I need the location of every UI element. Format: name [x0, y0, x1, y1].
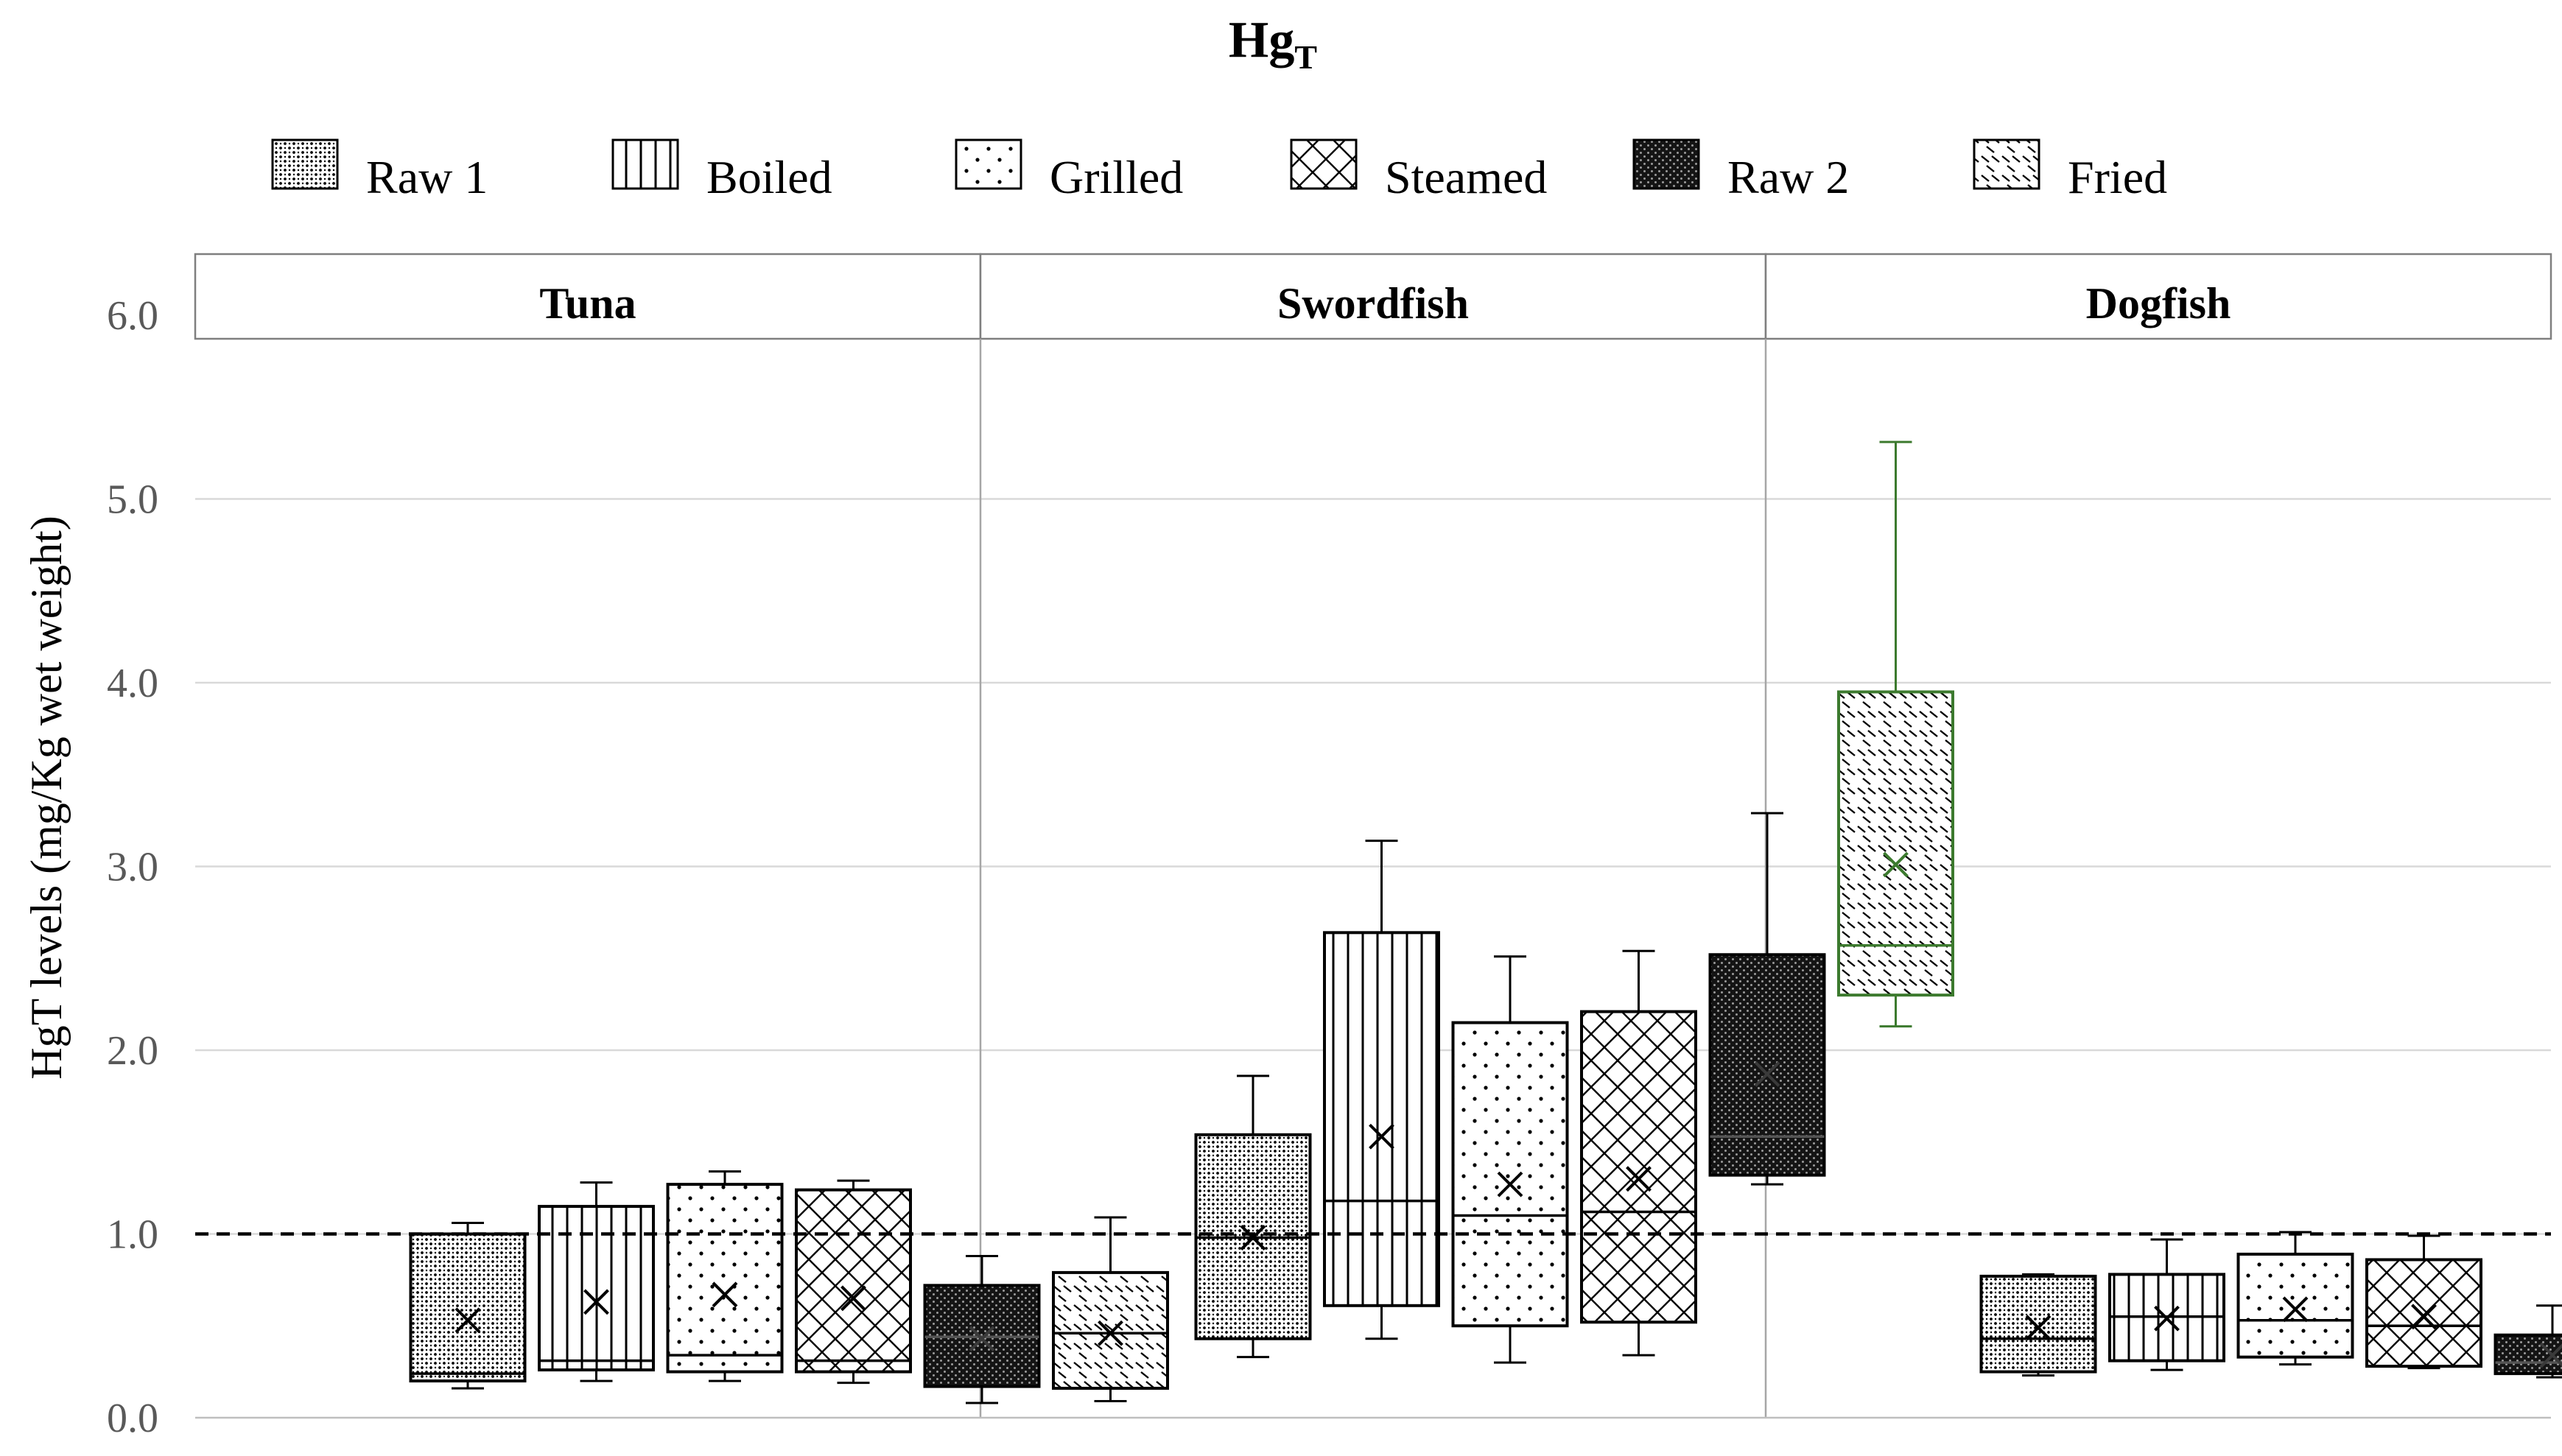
mean-marker: [1497, 1171, 1523, 1197]
box-body: [1979, 1274, 2097, 1374]
box-body: [1837, 690, 1954, 997]
y-tick-label: 2.0: [107, 1028, 158, 1074]
legend: Raw 1 Boiled Grilled Steamed Raw 2 Fried: [271, 138, 2167, 203]
panel-title-dogfish: Dogfish: [2086, 279, 2231, 328]
legend-swatch-boiled: [611, 138, 679, 190]
mean-marker: [1883, 851, 1909, 878]
y-tick-label: 1.0: [107, 1212, 158, 1258]
box-dogfish-boiled: [2108, 1238, 2225, 1371]
mean-marker: [583, 1289, 609, 1315]
legend-swatch-grilled: [955, 138, 1022, 190]
gridlines: [195, 498, 2551, 1235]
box-swordfish-boiled: [1323, 840, 1440, 1340]
box-body: [666, 1183, 784, 1374]
box-body: [1451, 1021, 1569, 1328]
box-swordfish-steamed: [1580, 949, 1697, 1357]
box-body: [1708, 953, 1826, 1177]
box-body: [795, 1188, 912, 1374]
mean-marker: [2539, 1342, 2562, 1368]
box-tuna-grilled: [666, 1170, 784, 1382]
box-tuna-raw-2: [923, 1254, 1041, 1404]
box-dogfish-raw-2: [2493, 1304, 2562, 1379]
legend-swatch-raw-2: [1632, 138, 1700, 190]
box-swordfish-fried: [1837, 440, 1954, 1028]
mean-marker: [2411, 1304, 2437, 1330]
mean-marker: [1369, 1123, 1394, 1150]
chart-title-subscript: T: [1294, 38, 1317, 76]
panel-title-swordfish: Swordfish: [1277, 279, 1469, 328]
mean-marker: [1098, 1320, 1123, 1346]
box-body: [2236, 1252, 2354, 1359]
box-body: [1580, 1010, 1697, 1324]
mean-marker: [1626, 1166, 1652, 1192]
mean-marker: [840, 1285, 866, 1312]
box-dogfish-steamed: [2365, 1234, 2482, 1370]
mean-marker: [455, 1307, 481, 1334]
chart-title-main: Hg: [1229, 12, 1294, 68]
box-swordfish-raw-1: [1194, 1075, 1312, 1359]
mean-marker: [969, 1326, 995, 1352]
panel-frames: Tuna Swordfish Dogfish: [194, 253, 2552, 1419]
legend-label-boiled: Boiled: [706, 151, 832, 203]
mean-marker: [2154, 1305, 2180, 1332]
y-axis-label: HgT levels (mg/Kg wet weight): [22, 516, 71, 1079]
box-tuna-boiled: [538, 1181, 655, 1382]
legend-label-raw-2: Raw 2: [1727, 151, 1849, 203]
box-tuna-raw-1: [409, 1222, 527, 1390]
legend-label-fried: Fried: [2068, 151, 2167, 203]
legend-swatch-fried: [1973, 138, 2040, 190]
chart-title: HgT: [1229, 12, 1317, 76]
box-body: [1052, 1270, 1169, 1390]
legend-label-grilled: Grilled: [1050, 151, 1183, 203]
legend-swatch-raw-1: [271, 138, 339, 190]
box-body: [1323, 931, 1440, 1307]
mean-marker: [2025, 1315, 2052, 1341]
box-swordfish-grilled: [1451, 955, 1569, 1364]
box-tuna-fried: [1052, 1216, 1169, 1403]
y-axis-ticks: 0.0 1.0 2.0 3.0 4.0 5.0 6.0: [107, 293, 158, 1441]
legend-label-raw-1: Raw 1: [366, 151, 488, 203]
box-body: [2365, 1258, 2482, 1368]
y-tick-label: 6.0: [107, 293, 158, 339]
mean-marker: [712, 1281, 738, 1308]
y-tick-label: 4.0: [107, 661, 158, 706]
box-swordfish-raw-2: [1708, 812, 1826, 1186]
panel-header-tuna: [194, 253, 982, 340]
y-tick-label: 0.0: [107, 1396, 158, 1441]
panel-header-swordfish: [979, 253, 1767, 340]
box-body: [538, 1205, 655, 1372]
box-dogfish-grilled: [2236, 1231, 2354, 1366]
legend-label-steamed: Steamed: [1385, 151, 1547, 203]
panel-title-tuna: Tuna: [539, 279, 636, 328]
box-tuna-steamed: [795, 1179, 912, 1385]
box-dogfish-raw-1: [1979, 1273, 2097, 1377]
box-plots: [409, 440, 2562, 1404]
legend-swatch-steamed: [1290, 138, 1358, 190]
box-body: [409, 1232, 527, 1383]
y-tick-label: 5.0: [107, 477, 158, 523]
mean-marker: [1754, 1061, 1780, 1087]
mean-marker: [2282, 1296, 2309, 1323]
y-tick-label: 3.0: [107, 845, 158, 890]
panel-header-dogfish: [1764, 253, 2552, 340]
mean-marker: [1240, 1225, 1266, 1251]
